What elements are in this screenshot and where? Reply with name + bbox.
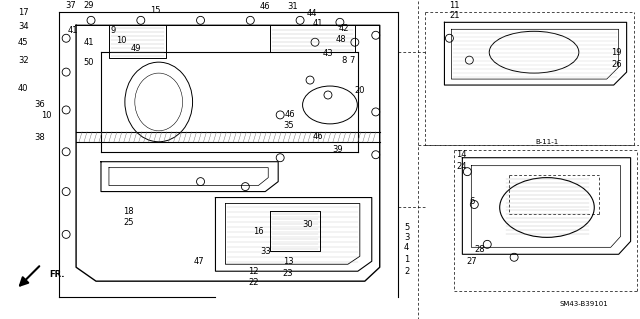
Text: 21: 21 <box>449 11 460 20</box>
Text: 41: 41 <box>68 26 78 35</box>
Text: 34: 34 <box>18 22 29 31</box>
Text: 41: 41 <box>313 19 323 28</box>
Text: 1: 1 <box>404 255 409 264</box>
Text: 47: 47 <box>193 257 204 266</box>
Text: 27: 27 <box>466 257 477 266</box>
Text: 40: 40 <box>18 84 29 93</box>
Text: 15: 15 <box>150 6 161 15</box>
Text: 2: 2 <box>404 267 409 276</box>
Text: 9: 9 <box>110 26 116 35</box>
Text: 45: 45 <box>18 38 29 47</box>
Text: 25: 25 <box>124 218 134 227</box>
Text: 19: 19 <box>611 48 622 57</box>
Text: 20: 20 <box>355 85 365 94</box>
Text: 30: 30 <box>303 220 314 229</box>
Text: 24: 24 <box>456 162 467 171</box>
Text: 42: 42 <box>339 24 349 33</box>
Text: 5: 5 <box>404 223 409 232</box>
Text: 46: 46 <box>260 2 271 11</box>
Text: 28: 28 <box>474 245 484 254</box>
Text: 10: 10 <box>116 36 126 45</box>
Text: 37: 37 <box>66 1 77 10</box>
Text: 23: 23 <box>283 269 294 278</box>
Text: 18: 18 <box>124 207 134 216</box>
Text: 39: 39 <box>333 145 343 154</box>
Text: 11: 11 <box>449 1 460 10</box>
Text: 7: 7 <box>349 56 355 65</box>
Text: SM43-B39101: SM43-B39101 <box>559 301 608 307</box>
Text: 13: 13 <box>283 257 294 266</box>
Text: 3: 3 <box>404 233 410 242</box>
Text: 4: 4 <box>404 243 409 252</box>
Text: 29: 29 <box>84 1 94 10</box>
Text: 35: 35 <box>283 121 294 130</box>
Text: 44: 44 <box>307 9 317 18</box>
Text: 49: 49 <box>131 44 141 53</box>
Text: 50: 50 <box>84 58 94 67</box>
Text: 6: 6 <box>470 197 475 206</box>
Text: 41: 41 <box>84 38 94 47</box>
Text: 22: 22 <box>248 278 259 287</box>
Text: 10: 10 <box>41 111 51 120</box>
Text: 31: 31 <box>287 2 298 11</box>
Text: 48: 48 <box>335 35 346 44</box>
Text: 46: 46 <box>313 132 323 141</box>
Text: 36: 36 <box>34 100 45 109</box>
Text: 12: 12 <box>248 267 259 276</box>
Text: 14: 14 <box>456 150 467 159</box>
Text: 8: 8 <box>341 56 347 65</box>
Text: 17: 17 <box>18 8 29 17</box>
Text: B-11-1: B-11-1 <box>536 139 559 145</box>
Text: 32: 32 <box>18 56 29 65</box>
Text: 33: 33 <box>260 247 271 256</box>
Text: 46: 46 <box>285 110 296 119</box>
Text: 16: 16 <box>253 227 264 236</box>
Text: 38: 38 <box>34 133 45 142</box>
Text: FR.: FR. <box>49 270 65 279</box>
Text: 26: 26 <box>611 60 622 69</box>
Text: 43: 43 <box>323 49 333 58</box>
